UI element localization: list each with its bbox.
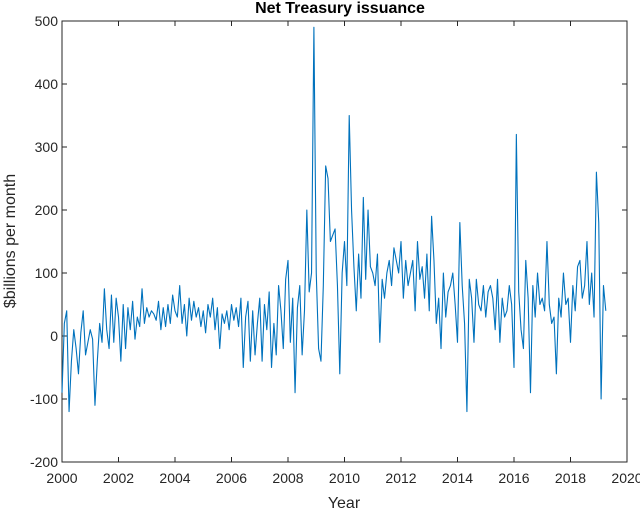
x-axis-ticks: 2000 2002 2004 2006 2008 2010 2012 2014 2016 2018… <box>46 21 640 486</box>
x-tick-label: 2000 <box>46 470 77 486</box>
x-tick-label: 2006 <box>216 470 247 486</box>
x-tick-label: 2008 <box>272 470 303 486</box>
x-tick-label: 2016 <box>498 470 529 486</box>
x-tick-label: 2014 <box>442 470 473 486</box>
y-tick-label: 300 <box>35 139 59 155</box>
x-tick-label: 2002 <box>103 470 134 486</box>
x-tick-label: 2020 <box>611 470 640 486</box>
y-tick-label: 500 <box>35 13 59 29</box>
y-tick-label: 400 <box>35 76 59 92</box>
y-tick-label: -200 <box>30 454 58 470</box>
series-line <box>61 26 607 413</box>
y-axis-ticks: -200 -100 0 100 200 300 400 500 <box>30 13 627 470</box>
y-tick-label: -100 <box>30 391 58 407</box>
x-tick-label: 2012 <box>385 470 416 486</box>
x-axis-label: Year <box>328 495 361 512</box>
chart-title: Net Treasury issuance <box>255 0 425 17</box>
x-tick-label: 2004 <box>159 470 190 486</box>
y-tick-label: 100 <box>35 265 59 281</box>
x-tick-label: 2018 <box>555 470 586 486</box>
y-axis-label: $billions per month <box>2 174 19 308</box>
y-tick-label: 200 <box>35 202 59 218</box>
x-tick-label: 2010 <box>329 470 360 486</box>
y-tick-label: 0 <box>50 328 58 344</box>
